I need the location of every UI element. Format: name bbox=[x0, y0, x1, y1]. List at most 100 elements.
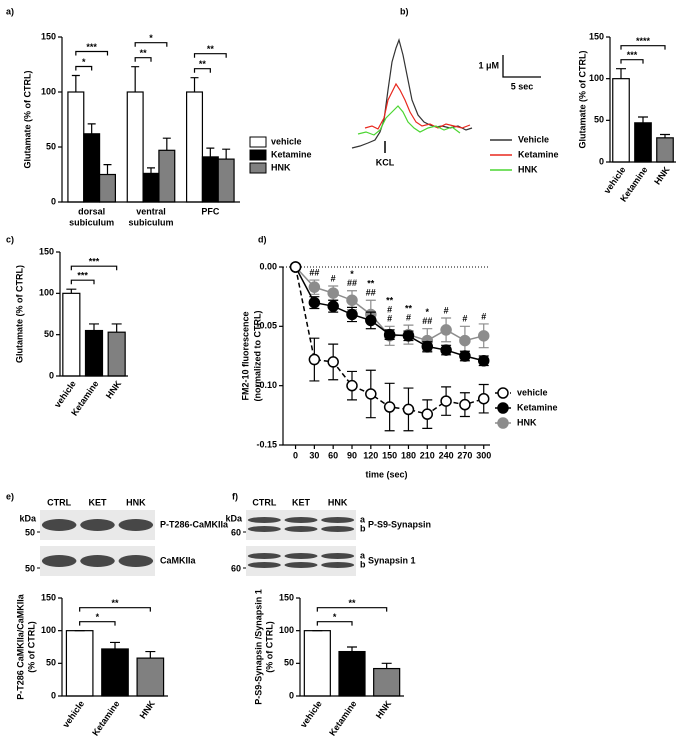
bar bbox=[373, 667, 401, 697]
error-bar bbox=[162, 137, 171, 151]
significance-label: *** bbox=[89, 257, 100, 267]
legend-swatch bbox=[249, 149, 267, 161]
bar bbox=[101, 648, 129, 697]
panel-label: a) bbox=[6, 6, 14, 16]
data-point bbox=[383, 401, 396, 413]
significance-label: * bbox=[426, 307, 430, 317]
significance-label: * bbox=[149, 33, 153, 43]
blot-band bbox=[284, 553, 318, 559]
data-point bbox=[365, 388, 377, 400]
error-bar bbox=[71, 74, 80, 92]
legend-label: Ketamine bbox=[517, 402, 558, 412]
bar bbox=[338, 650, 366, 697]
bar bbox=[83, 133, 101, 203]
marker-label: 50 bbox=[25, 563, 35, 573]
significance-label: **** bbox=[636, 36, 651, 46]
blot-band bbox=[41, 555, 77, 567]
blot-band bbox=[284, 517, 318, 523]
significance-bracket bbox=[316, 607, 388, 612]
y-tick-label: 100 bbox=[41, 625, 56, 635]
legend-label: vehicle bbox=[517, 387, 548, 397]
significance-bracket bbox=[620, 45, 666, 50]
y-tick-label: 50 bbox=[594, 115, 604, 125]
error-bar bbox=[616, 68, 626, 79]
significance-bracket bbox=[620, 59, 644, 64]
data-point bbox=[477, 354, 490, 367]
blot-band bbox=[247, 553, 281, 559]
x-tick-label: dorsal bbox=[78, 206, 105, 216]
blot-band bbox=[247, 526, 281, 532]
x-tick-label: 0 bbox=[293, 450, 298, 460]
blot-band bbox=[247, 517, 281, 523]
y-axis-label: Glutamate (% of CTRL) bbox=[577, 50, 587, 148]
bar bbox=[303, 630, 331, 697]
error-bar bbox=[347, 646, 357, 652]
legend-swatch bbox=[249, 136, 267, 148]
data-point bbox=[477, 330, 490, 342]
data-point bbox=[308, 281, 321, 293]
data-point bbox=[459, 398, 471, 411]
marker-label: 60 bbox=[231, 563, 241, 573]
panel-label: f) bbox=[232, 491, 238, 501]
error-bar bbox=[131, 66, 140, 92]
x-tick-label: 150 bbox=[382, 450, 397, 460]
legend-label: Vehicle bbox=[518, 134, 549, 144]
blot-band bbox=[321, 562, 355, 568]
legend-label: vehicle bbox=[271, 136, 302, 146]
y-tick-label: -0.10 bbox=[256, 380, 277, 390]
band-label: a bbox=[360, 550, 366, 560]
data-point bbox=[477, 392, 490, 405]
data-point bbox=[346, 379, 358, 392]
significance-label: ** bbox=[207, 44, 215, 54]
blot-band bbox=[118, 519, 154, 531]
significance-label: ** bbox=[140, 48, 148, 58]
panel-label: d) bbox=[258, 234, 267, 244]
significance-label: # bbox=[444, 305, 449, 315]
y-tick-label: -0.05 bbox=[256, 321, 277, 331]
significance-label: ** bbox=[111, 598, 119, 608]
significance-label: * bbox=[333, 612, 337, 622]
blot-band bbox=[80, 555, 115, 567]
y-tick-label: 100 bbox=[41, 86, 56, 96]
x-tick-label: 270 bbox=[457, 450, 472, 460]
significance-label: *** bbox=[627, 50, 638, 60]
blot-image bbox=[246, 510, 356, 540]
bar bbox=[201, 156, 219, 203]
lane-label: HNK bbox=[126, 497, 146, 507]
legend-label: Ketamine bbox=[271, 149, 312, 159]
blot-band bbox=[284, 562, 318, 568]
y-axis-label: P-T286 CaMKIIa/CaMKIIa bbox=[15, 593, 25, 700]
error-bar bbox=[87, 123, 96, 134]
x-tick-label: 210 bbox=[420, 450, 435, 460]
significance-bracket bbox=[70, 265, 118, 271]
bar bbox=[84, 329, 104, 377]
y-tick-label: 100 bbox=[279, 625, 294, 635]
y-tick-label: 150 bbox=[279, 592, 294, 602]
x-tick-label: 300 bbox=[476, 450, 491, 460]
y-axis-label: FM2-10 fluorescence bbox=[240, 311, 250, 400]
significance-label: # bbox=[481, 311, 486, 321]
bar bbox=[126, 91, 144, 203]
significance-bracket bbox=[193, 68, 211, 73]
y-tick-label: 0 bbox=[289, 690, 294, 700]
blot-label: Synapsin 1 bbox=[368, 555, 416, 565]
band-label: a bbox=[360, 514, 366, 524]
bar bbox=[186, 91, 204, 203]
y-tick-label: 150 bbox=[41, 31, 56, 41]
significance-label: ** bbox=[348, 598, 356, 608]
significance-bracket bbox=[79, 607, 151, 612]
error-bar bbox=[381, 662, 392, 669]
data-point bbox=[383, 328, 396, 341]
blot-band bbox=[247, 562, 281, 568]
blot-band bbox=[321, 553, 355, 559]
error-bar bbox=[111, 323, 122, 333]
lane-label: CTRL bbox=[252, 497, 276, 507]
blot-band bbox=[80, 519, 115, 531]
x-tick-label: 180 bbox=[401, 450, 416, 460]
lane-label: HNK bbox=[328, 497, 348, 507]
y-axis-label: (normalized to CTRL) bbox=[252, 311, 262, 402]
panel-label: b) bbox=[400, 6, 409, 16]
trace-line bbox=[357, 105, 461, 136]
